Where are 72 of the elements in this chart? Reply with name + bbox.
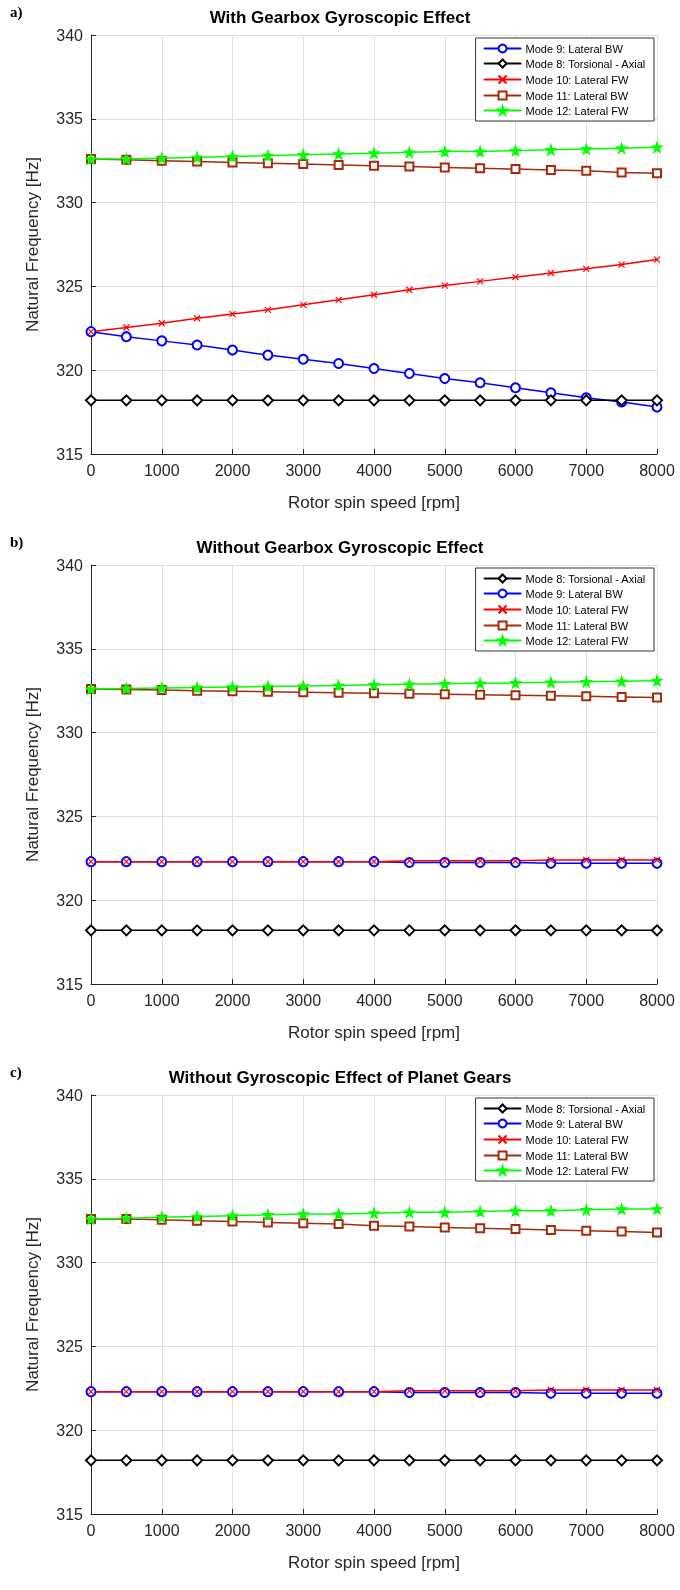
legend-label: Mode 10: Lateral FW	[525, 603, 629, 616]
x-tick-label: 2000	[214, 461, 251, 479]
x-tick-label: 1000	[143, 991, 180, 1009]
y-tick-label: 320	[56, 891, 84, 909]
x-tick-label: 0	[86, 991, 96, 1009]
legend-label: Mode 9: Lateral BW	[525, 42, 624, 55]
y-tick-label: 340	[56, 556, 84, 574]
y-axis-title: Natural Frequency [Hz]	[23, 687, 42, 862]
y-tick-label: 315	[56, 1505, 84, 1523]
x-tick-label: 0	[86, 461, 96, 479]
legend-label: Mode 10: Lateral FW	[525, 73, 629, 86]
x-tick-label: 5000	[426, 461, 463, 479]
x-tick-label: 1000	[143, 1521, 180, 1539]
x-tick-label: 6000	[497, 461, 534, 479]
x-tick-label: 7000	[568, 1521, 605, 1539]
y-tick-label: 325	[56, 807, 84, 825]
x-tick-label: 1000	[143, 461, 180, 479]
x-axis-title: Rotor spin speed [rpm]	[288, 493, 460, 512]
x-tick-label: 3000	[285, 1521, 322, 1539]
x-tick-label: 5000	[426, 1521, 463, 1539]
x-tick-label: 6000	[497, 991, 534, 1009]
text: c)	[10, 1064, 22, 1081]
x-axis-title: Rotor spin speed [rpm]	[288, 1553, 460, 1572]
x-tick-label: 8000	[639, 1521, 675, 1539]
x-tick-label: 3000	[285, 991, 322, 1009]
y-tick-label: 320	[56, 361, 84, 379]
legend-label: Mode 12: Lateral FW	[525, 104, 629, 117]
y-axis-title: Natural Frequency [Hz]	[23, 157, 42, 332]
y-axis-title: Natural Frequency [Hz]	[23, 1217, 42, 1392]
y-tick-label: 335	[56, 1170, 84, 1188]
y-tick-label: 325	[56, 277, 84, 295]
y-tick-label: 335	[56, 640, 84, 658]
y-tick-label: 335	[56, 110, 84, 128]
x-tick-label: 4000	[356, 991, 392, 1009]
x-tick-label: 2000	[214, 1521, 251, 1539]
legend-label: Mode 12: Lateral FW	[525, 1164, 629, 1177]
x-tick-label: 8000	[639, 461, 675, 479]
legend-label: Mode 11: Lateral BW	[525, 1149, 629, 1162]
legend-label: Mode 9: Lateral BW	[525, 587, 624, 600]
chart-title: Without Gyroscopic Effect of Planet Gears	[168, 1068, 512, 1087]
legend-label: Mode 8: Torsional - Axial	[525, 57, 646, 70]
y-tick-label: 340	[56, 26, 84, 44]
x-tick-label: 0	[86, 1521, 96, 1539]
legend-label: Mode 10: Lateral FW	[525, 1133, 629, 1146]
x-tick-label: 3000	[285, 461, 322, 479]
y-tick-label: 330	[56, 724, 84, 742]
chart-title: With Gearbox Gyroscopic Effect	[209, 8, 471, 27]
text: b)	[10, 534, 24, 551]
text: a)	[10, 4, 23, 21]
x-tick-label: 4000	[356, 461, 392, 479]
y-tick-label: 330	[56, 1254, 84, 1272]
y-tick-label: 315	[56, 975, 84, 993]
y-tick-label: 330	[56, 194, 84, 212]
legend-label: Mode 12: Lateral FW	[525, 634, 629, 647]
x-tick-label: 4000	[356, 1521, 392, 1539]
legend-label: Mode 11: Lateral BW	[525, 619, 629, 632]
x-tick-label: 6000	[497, 1521, 534, 1539]
legend-label: Mode 8: Torsional - Axial	[525, 1102, 646, 1115]
x-tick-label: 7000	[568, 461, 605, 479]
chart-title: Without Gearbox Gyroscopic Effect	[196, 538, 484, 557]
x-tick-label: 7000	[568, 991, 605, 1009]
legend-label: Mode 11: Lateral BW	[525, 89, 629, 102]
y-tick-label: 340	[56, 1086, 84, 1104]
x-tick-label: 5000	[426, 991, 463, 1009]
x-tick-label: 2000	[214, 991, 251, 1009]
y-tick-label: 320	[56, 1421, 84, 1439]
x-tick-label: 8000	[639, 991, 675, 1009]
legend-label: Mode 9: Lateral BW	[525, 1117, 624, 1130]
y-tick-label: 315	[56, 445, 84, 463]
legend-label: Mode 8: Torsional - Axial	[525, 572, 646, 585]
x-axis-title: Rotor spin speed [rpm]	[288, 1023, 460, 1042]
y-tick-label: 325	[56, 1337, 84, 1355]
